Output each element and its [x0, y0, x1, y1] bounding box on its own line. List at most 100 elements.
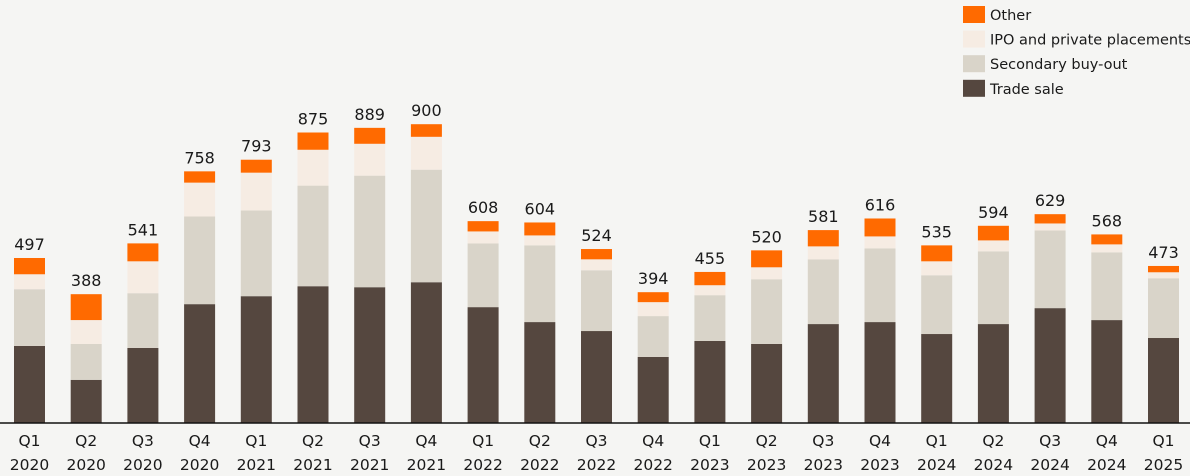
- bar-segment-other-17: [977, 225, 1009, 241]
- bars-group: [14, 124, 1179, 423]
- x-tick-quarter: Q1: [699, 432, 721, 450]
- x-tick-quarter: Q1: [18, 432, 40, 450]
- bar-segment-trade-sale-9: [524, 322, 556, 423]
- x-tick-quarter: Q1: [245, 432, 267, 450]
- x-tick-year: 2022: [577, 456, 616, 474]
- total-label: 455: [695, 249, 726, 268]
- bar-segment-secondary-buy-out-20: [1148, 278, 1179, 339]
- bar-segment-ipo-and-private-placements-10: [581, 259, 612, 271]
- legend-label: Secondary buy-out: [990, 57, 1128, 73]
- bar-segment-ipo-and-private-placements-18: [1034, 223, 1066, 231]
- bar-segment-other-6: [354, 127, 386, 144]
- bar-segment-trade-sale-19: [1091, 320, 1123, 423]
- bar-segment-secondary-buy-out-13: [751, 279, 783, 344]
- bar-segment-trade-sale-0: [14, 345, 45, 423]
- x-tick-quarter: Q1: [472, 432, 494, 450]
- bar-segment-trade-sale-20: [1148, 338, 1179, 423]
- legend-label: IPO and private placements: [990, 33, 1190, 49]
- x-tick-year: 2021: [293, 456, 332, 474]
- bar-segment-trade-sale-14: [807, 324, 839, 423]
- bar-segment-ipo-and-private-placements-1: [70, 320, 102, 344]
- total-label: 568: [1092, 211, 1123, 230]
- x-tick-quarter: Q4: [642, 432, 664, 450]
- legend-label: Trade sale: [989, 82, 1064, 98]
- bar-segment-secondary-buy-out-17: [977, 251, 1009, 325]
- total-label: 581: [808, 207, 839, 226]
- x-tick-year: 2023: [860, 456, 899, 474]
- x-tick-year: 2021: [350, 456, 389, 474]
- bar-segment-trade-sale-2: [127, 347, 159, 423]
- bar-segment-other-9: [524, 222, 556, 236]
- bar-segment-other-3: [184, 171, 216, 183]
- x-tick-year: 2020: [66, 456, 105, 474]
- bar-segment-trade-sale-15: [864, 322, 896, 423]
- x-tick-quarter: Q1: [926, 432, 948, 450]
- x-tick-quarter: Q4: [189, 432, 211, 450]
- bar-segment-trade-sale-8: [467, 307, 499, 423]
- legend-swatch: [963, 6, 985, 23]
- bar-segment-trade-sale-13: [751, 343, 783, 423]
- bar-segment-other-0: [14, 257, 45, 275]
- bar-segment-ipo-and-private-placements-13: [751, 267, 783, 280]
- x-tick-year: 2024: [917, 456, 956, 474]
- bar-segment-other-18: [1034, 214, 1066, 224]
- total-label: 889: [354, 105, 385, 124]
- bar-segment-ipo-and-private-placements-11: [637, 302, 669, 317]
- x-tick-quarter: Q1: [1152, 432, 1174, 450]
- total-label: 594: [978, 203, 1009, 222]
- total-label: 629: [1035, 191, 1066, 210]
- bar-segment-trade-sale-11: [637, 356, 669, 423]
- bar-segment-secondary-buy-out-18: [1034, 230, 1066, 309]
- bar-segment-ipo-and-private-placements-16: [921, 261, 953, 276]
- bar-segment-secondary-buy-out-15: [864, 248, 896, 323]
- bar-segment-secondary-buy-out-7: [410, 169, 442, 283]
- legend-label: Other: [990, 8, 1031, 24]
- x-tick-quarter: Q2: [982, 432, 1004, 450]
- bar-segment-secondary-buy-out-1: [70, 343, 102, 380]
- x-tick-year: 2024: [974, 456, 1013, 474]
- bar-segment-ipo-and-private-placements-20: [1148, 272, 1179, 279]
- bar-segment-trade-sale-3: [184, 304, 216, 423]
- total-label: 520: [751, 227, 782, 246]
- bar-segment-trade-sale-12: [694, 340, 726, 423]
- bar-segment-secondary-buy-out-9: [524, 245, 556, 323]
- total-label: 394: [638, 269, 669, 288]
- total-label: 875: [298, 110, 329, 129]
- x-tick-quarter: Q2: [75, 432, 97, 450]
- bar-segment-ipo-and-private-placements-15: [864, 236, 896, 249]
- x-tick-quarter: Q3: [1039, 432, 1061, 450]
- total-label: 497: [14, 235, 45, 254]
- x-tick-year: 2024: [1030, 456, 1069, 474]
- bar-segment-other-14: [807, 230, 839, 247]
- total-label: 616: [865, 195, 896, 214]
- x-tick-year: 2021: [407, 456, 446, 474]
- bar-segment-trade-sale-1: [70, 379, 102, 423]
- x-tick-quarter: Q3: [132, 432, 154, 450]
- bar-segment-secondary-buy-out-5: [297, 185, 329, 287]
- x-tick-year: 2022: [520, 456, 559, 474]
- bar-segment-ipo-and-private-placements-17: [977, 240, 1009, 252]
- bar-segment-ipo-and-private-placements-8: [467, 231, 499, 244]
- value-labels: 497 388 541 758 793 875 889 900 608 604 524 394 455 5…: [14, 101, 1179, 290]
- total-label: 473: [1148, 243, 1179, 262]
- bar-segment-secondary-buy-out-3: [184, 216, 216, 305]
- bar-segment-other-12: [694, 271, 726, 286]
- x-tick-year: 2023: [804, 456, 843, 474]
- x-tick-year: 2020: [123, 456, 162, 474]
- bar-segment-ipo-and-private-placements-3: [184, 182, 216, 217]
- bar-segment-ipo-and-private-placements-4: [240, 172, 272, 211]
- bar-segment-other-11: [637, 292, 669, 303]
- x-tick-quarter: Q4: [1096, 432, 1118, 450]
- total-label: 758: [184, 148, 215, 167]
- bar-segment-ipo-and-private-placements-19: [1091, 244, 1123, 253]
- bar-segment-ipo-and-private-placements-12: [694, 285, 726, 296]
- bar-segment-secondary-buy-out-10: [581, 270, 612, 332]
- x-tick-labels: Q1 2020 Q2 2020 Q3 2020 Q4 2020 Q1 2021 Q2 2021 Q3 20…: [10, 432, 1183, 474]
- x-tick-year: 2025: [1144, 456, 1183, 474]
- bar-segment-secondary-buy-out-16: [921, 275, 953, 335]
- bar-segment-trade-sale-4: [240, 296, 272, 423]
- bar-segment-other-8: [467, 221, 499, 232]
- bar-segment-ipo-and-private-placements-14: [807, 246, 839, 260]
- bar-segment-trade-sale-5: [297, 286, 329, 423]
